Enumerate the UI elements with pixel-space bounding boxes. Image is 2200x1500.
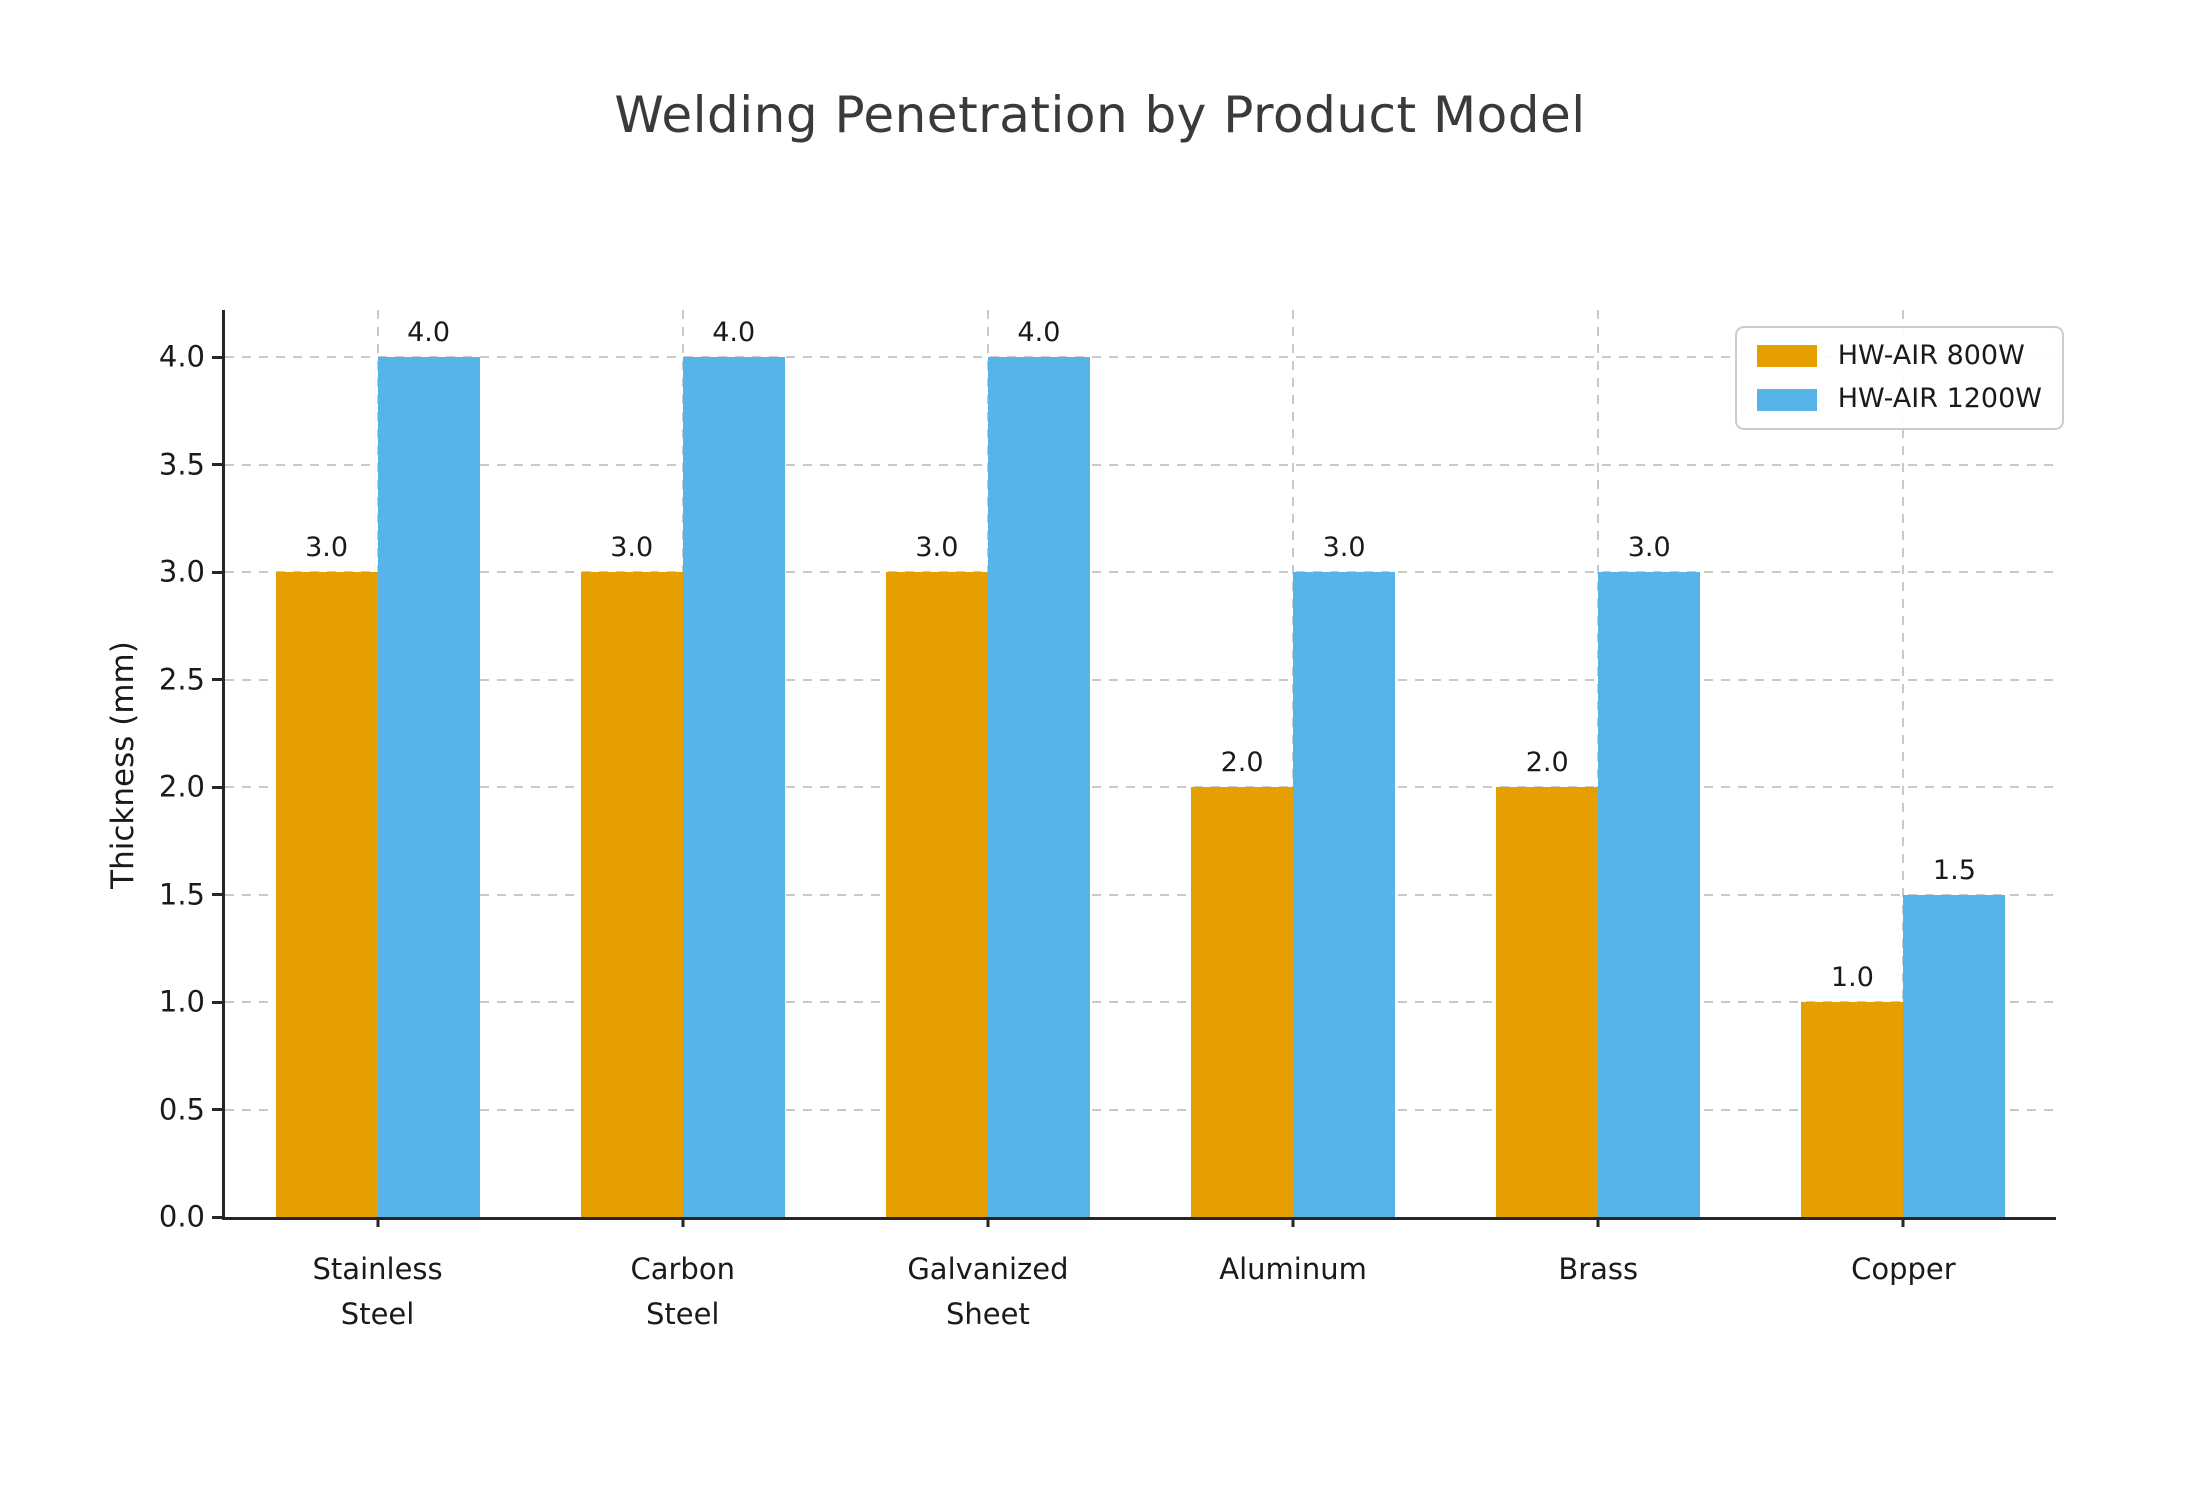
y-axis-label: Thickness (mm) <box>105 641 141 889</box>
x-tick-label-line: Stainless <box>312 1252 443 1286</box>
x-tick-label: Galvanized Sheet <box>907 1247 1068 1337</box>
x-axis-tick <box>681 1217 685 1227</box>
bar-value-label: 1.5 <box>1932 854 1976 886</box>
legend-label-hw-air-1200w: HW-AIR 1200W <box>1837 383 2042 415</box>
bar-value-label: 3.0 <box>305 532 349 564</box>
x-tick-label-line: Sheet <box>945 1297 1030 1331</box>
x-tick-label: Aluminum <box>1219 1247 1367 1292</box>
y-tick-label: 1.5 <box>158 877 205 912</box>
bar-value-label: 3.0 <box>610 532 654 564</box>
y-tick-label: 0.5 <box>158 1092 205 1127</box>
bar-pair: 3.0 4.0 <box>885 310 1090 1217</box>
bar-hw-air-800w: 3.0 <box>885 534 988 1217</box>
y-axis-tick <box>212 1000 222 1004</box>
bar-hw-air-1200w: 3.0 <box>1293 534 1396 1217</box>
gridline-horizontal <box>225 463 2056 466</box>
y-tick-label: 4.0 <box>158 339 205 374</box>
legend-item-hw-air-800w: HW-AIR 800W <box>1756 340 2042 372</box>
plot-area: 0.0 0.5 1.0 1.5 2.0 2.5 3.0 3.5 4.0 Stainless Stee… <box>159 310 2064 1331</box>
bar-value-label: 3.0 <box>1322 532 1366 564</box>
legend: HW-AIR 800W HW-AIR 1200W <box>1734 326 2064 430</box>
bar-hw-air-800w: 2.0 <box>1191 749 1294 1217</box>
category-slot: Carbon Steel 3.0 4.0 <box>530 310 835 1331</box>
y-axis-tick <box>212 463 222 467</box>
category-slot: Galvanized Sheet 3.0 4.0 <box>835 310 1140 1331</box>
x-tick-label: Copper <box>1851 1247 1956 1292</box>
x-tick-label-line: Steel <box>340 1297 415 1331</box>
legend-swatch-hw-air-800w <box>1756 345 1817 368</box>
bar-pair: 3.0 4.0 <box>275 310 480 1217</box>
y-axis-tick <box>212 1108 222 1112</box>
gridline-horizontal <box>225 893 2056 896</box>
x-tick-label-line: Copper <box>1851 1252 1956 1286</box>
bar-hw-air-800w: 3.0 <box>275 534 378 1217</box>
bar-value-label: 2.0 <box>1220 747 1264 779</box>
x-axis-tick <box>986 1217 990 1227</box>
x-tick-label-line: Aluminum <box>1219 1252 1367 1286</box>
bar-value-label: 4.0 <box>712 317 756 349</box>
x-axis-tick <box>1901 1217 1905 1227</box>
x-tick-label: Brass <box>1558 1247 1638 1292</box>
y-axis-tick <box>212 893 222 897</box>
chart-title: Welding Penetration by Product Model <box>614 86 1586 144</box>
category-slot: Aluminum 2.0 3.0 <box>1141 310 1446 1286</box>
x-tick-label-line: Brass <box>1558 1252 1639 1286</box>
legend-item-hw-air-1200w: HW-AIR 1200W <box>1756 383 2042 415</box>
bar-pair: 2.0 3.0 <box>1191 310 1396 1217</box>
bar-hw-air-1200w: 4.0 <box>987 319 1090 1217</box>
gridline-horizontal <box>225 678 2056 681</box>
bar-hw-air-1200w: 4.0 <box>682 319 785 1217</box>
bar-pair: 3.0 4.0 <box>580 310 785 1217</box>
bar-value-label: 1.0 <box>1830 962 1874 994</box>
gridline-horizontal <box>225 1108 2056 1111</box>
bar-value-label: 4.0 <box>1017 317 1061 349</box>
y-tick-label: 1.0 <box>158 984 205 1019</box>
gridline-horizontal <box>225 1001 2056 1004</box>
bar-hw-air-800w: 1.0 <box>1801 964 1904 1217</box>
legend-swatch-hw-air-1200w <box>1756 388 1817 411</box>
y-tick-label: 0.0 <box>158 1199 205 1234</box>
x-tick-label-line: Carbon <box>630 1252 735 1286</box>
x-axis-tick <box>1291 1217 1295 1227</box>
y-tick-label: 3.0 <box>158 554 205 589</box>
y-tick-label: 2.5 <box>158 662 205 697</box>
y-axis-tick <box>212 785 222 789</box>
bar-value-label: 3.0 <box>1627 532 1671 564</box>
y-axis-tick <box>212 1215 222 1219</box>
gridline-horizontal <box>225 571 2056 574</box>
bar-hw-air-1200w: 3.0 <box>1598 534 1701 1217</box>
bar-value-label: 2.0 <box>1525 747 1569 779</box>
x-axis-tick <box>376 1217 380 1227</box>
bar-hw-air-800w: 3.0 <box>580 534 683 1217</box>
gridline-horizontal <box>225 786 2056 789</box>
x-tick-label: Carbon Steel <box>630 1247 734 1337</box>
x-tick-label-line: Galvanized <box>907 1252 1069 1286</box>
x-axis-tick <box>1596 1217 1600 1227</box>
y-axis-tick <box>212 678 222 682</box>
category-slot: Copper 1.0 1.5 <box>1751 310 2056 1286</box>
y-tick-label: 3.5 <box>158 447 205 482</box>
category-slot: Brass 2.0 3.0 <box>1446 310 1751 1286</box>
y-tick-label: 2.0 <box>158 769 205 804</box>
x-tick-label: Stainless Steel <box>313 1247 443 1337</box>
y-axis-tick <box>212 355 222 359</box>
gridline-vertical <box>1902 310 1905 1217</box>
gridline-horizontal <box>225 356 2056 359</box>
bar-pair: 2.0 3.0 <box>1496 310 1701 1217</box>
y-axis-tick <box>212 570 222 574</box>
bar-hw-air-1200w: 4.0 <box>377 319 480 1217</box>
legend-label-hw-air-800w: HW-AIR 800W <box>1837 340 2025 371</box>
bar-pair: 1.0 1.5 <box>1801 310 2006 1217</box>
bar-hw-air-1200w: 1.5 <box>1903 857 2006 1217</box>
bar-value-label: 4.0 <box>407 317 451 349</box>
bar-hw-air-800w: 2.0 <box>1496 749 1599 1217</box>
x-tick-label-line: Steel <box>645 1297 720 1331</box>
bar-value-label: 3.0 <box>915 532 959 564</box>
category-slot: Stainless Steel 3.0 4.0 <box>225 310 530 1331</box>
